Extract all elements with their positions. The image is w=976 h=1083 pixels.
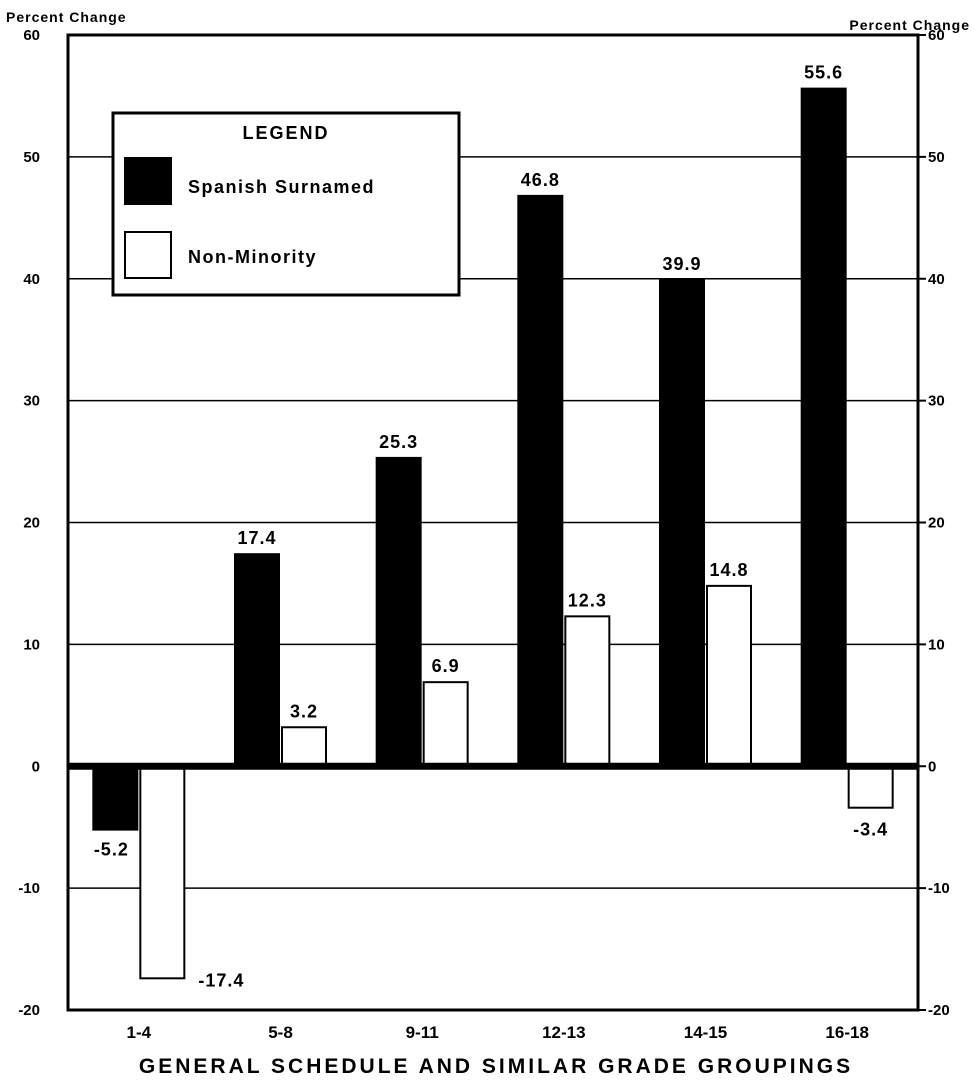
data-label: -17.4 [198,970,244,990]
data-label: 25.3 [379,432,418,452]
data-label: -3.4 [853,820,888,840]
bar-non-minority [139,765,186,980]
data-label: 14.8 [709,560,748,580]
bar-spanish-surnamed [659,278,705,768]
bar-spanish-surnamed [800,87,847,768]
category-label: 1-4 [127,1023,152,1042]
bar-spanish-surnamed [375,456,422,768]
data-labels: -5.2 -17.4 17.4 3.2 25.3 6.9 46.8 12.3 39.9 14.8 5… [94,63,888,991]
category-labels: 1-4 5-8 9-11 12-13 14-15 16-18 [127,1023,869,1042]
y-tick-label-left: -10 [18,880,40,897]
legend-title: LEGEND [242,123,329,143]
bar-non-minority [281,726,327,768]
data-label: 46.8 [521,170,560,190]
y-tick-label-right: 0 [928,758,936,775]
y-tick-label-left: -20 [18,1002,40,1019]
legend-label-non-minority: Non-Minority [188,247,317,267]
left-tick-labels: -20 -10 0 10 20 30 40 50 60 [18,27,40,1019]
legend-swatch-non-minority [124,231,172,279]
left-axis-title: Percent Change [6,9,127,25]
y-tick-label-left: 50 [23,149,40,166]
legend-swatch-spanish-surnamed [124,157,172,205]
y-tick-label-left: 10 [23,636,40,653]
y-tick-label-left: 40 [23,271,40,288]
y-tick-label-right: -20 [928,1002,950,1019]
bar-non-minority [422,681,469,768]
right-axis-title: Percent Change [849,17,970,33]
category-label: 14-15 [684,1023,727,1042]
data-label: 12.3 [568,590,607,610]
bar-non-minority [564,615,611,768]
x-axis-title: GENERAL SCHEDULE AND SIMILAR GRADE GROUP… [139,1055,853,1078]
category-label: 16-18 [825,1023,868,1042]
legend-label-spanish-surnamed: Spanish Surnamed [188,177,375,197]
legend: LEGEND Spanish Surnamed Non-Minority [111,111,461,297]
y-tick-label-right: 40 [928,271,945,288]
bars [92,87,894,980]
category-label: 12-13 [542,1023,585,1042]
data-label: 3.2 [290,701,318,721]
y-tick-label-right: 30 [928,393,945,410]
data-label: 55.6 [804,63,843,83]
data-label: 6.9 [432,656,460,676]
right-tick-labels: -20 -10 0 10 20 30 40 50 60 [918,27,950,1019]
y-tick-label-right: 60 [928,27,945,44]
bar-spanish-surnamed [517,194,564,768]
data-label: 17.4 [237,528,276,548]
category-label: 5-8 [268,1023,293,1042]
y-tick-label-right: 10 [928,636,945,653]
y-tick-label-right: 20 [928,515,945,532]
y-tick-label-left: 0 [32,758,40,775]
y-tick-label-left: 20 [23,515,40,532]
category-label: 9-11 [406,1023,439,1042]
bar-non-minority [847,765,894,809]
data-label: -5.2 [94,840,129,860]
bar-spanish-surnamed [92,765,139,831]
bar-non-minority [706,584,752,768]
y-tick-label-right: -10 [928,880,950,897]
bar-spanish-surnamed [234,553,280,768]
y-tick-label-left: 60 [23,27,40,44]
y-tick-label-right: 50 [928,149,945,166]
data-label: 39.9 [662,254,701,274]
y-tick-label-left: 30 [23,393,40,410]
